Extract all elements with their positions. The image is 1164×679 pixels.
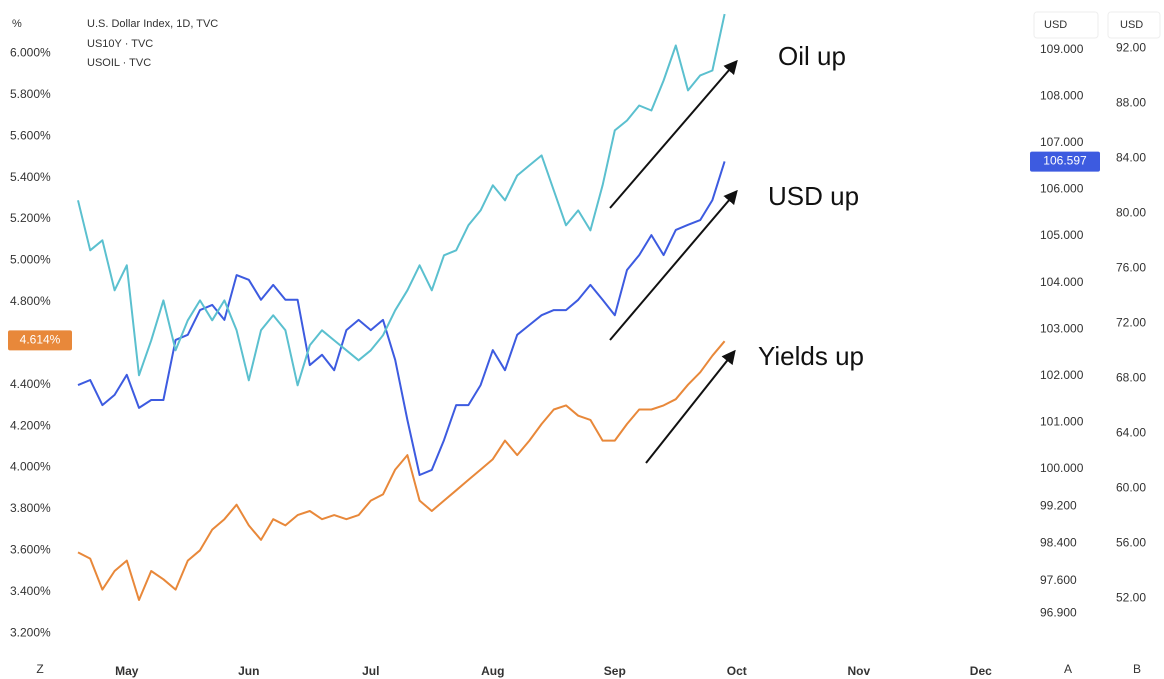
last-value-label: 4.614%: [20, 333, 61, 347]
tick-label: 68.00: [1116, 370, 1146, 384]
tick-label: 103.000: [1040, 321, 1084, 335]
series-line: [77, 340, 726, 601]
annotation: USD up: [768, 181, 859, 211]
tick-label: 5.400%: [10, 170, 51, 184]
tick-label: 3.800%: [10, 501, 51, 515]
arrow: [609, 189, 738, 341]
tick-label: 109.000: [1040, 42, 1084, 56]
corner-label: A: [1064, 662, 1072, 676]
tick-label: 5.600%: [10, 128, 51, 142]
annotation: Oil up: [778, 41, 846, 71]
axis-header: USD: [1120, 19, 1143, 31]
tick-label: 60.00: [1116, 480, 1146, 494]
x-tick-label: Dec: [970, 664, 992, 678]
tick-label: 3.400%: [10, 584, 51, 598]
tick-label: 3.600%: [10, 542, 51, 556]
tick-label: 4.000%: [10, 460, 51, 474]
tick-label: 4.800%: [10, 294, 51, 308]
last-value-label: 106.597: [1043, 154, 1087, 168]
tick-label: 97.600: [1040, 573, 1077, 587]
x-tick-label: Jun: [238, 664, 259, 678]
tick-label: 96.900: [1040, 606, 1077, 620]
legend-entry: US10Y · TVC: [87, 38, 153, 50]
tick-label: 64.00: [1116, 425, 1146, 439]
tick-label: 56.00: [1116, 535, 1146, 549]
x-tick-label: Jul: [362, 664, 379, 678]
x-tick-label: Nov: [847, 664, 870, 678]
axis-header: USD: [1044, 19, 1067, 31]
tick-label: 101.000: [1040, 415, 1084, 429]
axis-header-box: [1107, 11, 1161, 39]
series-line: [77, 161, 726, 476]
arrow: [645, 349, 736, 464]
tick-label: 98.400: [1040, 536, 1077, 550]
tick-label: 4.200%: [10, 418, 51, 432]
x-tick-label: Sep: [604, 664, 626, 678]
corner-label: Z: [36, 662, 43, 676]
tick-label: 5.000%: [10, 253, 51, 267]
x-tick-label: Oct: [727, 664, 747, 678]
series-line: [77, 13, 726, 387]
tick-label: 84.00: [1116, 151, 1146, 165]
tick-label: 76.00: [1116, 261, 1146, 275]
tick-label: 88.00: [1116, 96, 1146, 110]
tick-label: 107.000: [1040, 135, 1084, 149]
annotation: Yields up: [758, 341, 864, 371]
tick-label: 92.00: [1116, 41, 1146, 55]
tick-label: 4.400%: [10, 377, 51, 391]
tick-label: 52.00: [1116, 590, 1146, 604]
x-tick-label: May: [115, 664, 139, 678]
x-tick-label: Aug: [481, 664, 504, 678]
axis-header: %: [12, 18, 22, 30]
tick-label: 104.000: [1040, 275, 1084, 289]
tick-label: 3.200%: [10, 625, 51, 639]
tick-label: 108.000: [1040, 88, 1084, 102]
last-value-badge: [1030, 151, 1100, 172]
tick-label: 99.200: [1040, 498, 1077, 512]
last-value-badge: [8, 330, 72, 351]
axis-header-box: [1033, 11, 1099, 39]
legend-entry: USOIL · TVC: [87, 57, 151, 69]
tick-label: 100.000: [1040, 461, 1084, 475]
tick-label: 106.000: [1040, 182, 1084, 196]
tick-label: 5.200%: [10, 211, 51, 225]
tick-label: 6.000%: [10, 46, 51, 60]
tick-label: 80.00: [1116, 206, 1146, 220]
legend-entry: U.S. Dollar Index, 1D, TVC: [87, 18, 218, 30]
tick-label: 72.00: [1116, 315, 1146, 329]
tick-label: 5.800%: [10, 87, 51, 101]
tick-label: 105.000: [1040, 228, 1084, 242]
corner-label: B: [1133, 662, 1141, 676]
tick-label: 102.000: [1040, 368, 1084, 382]
arrow: [609, 59, 738, 209]
